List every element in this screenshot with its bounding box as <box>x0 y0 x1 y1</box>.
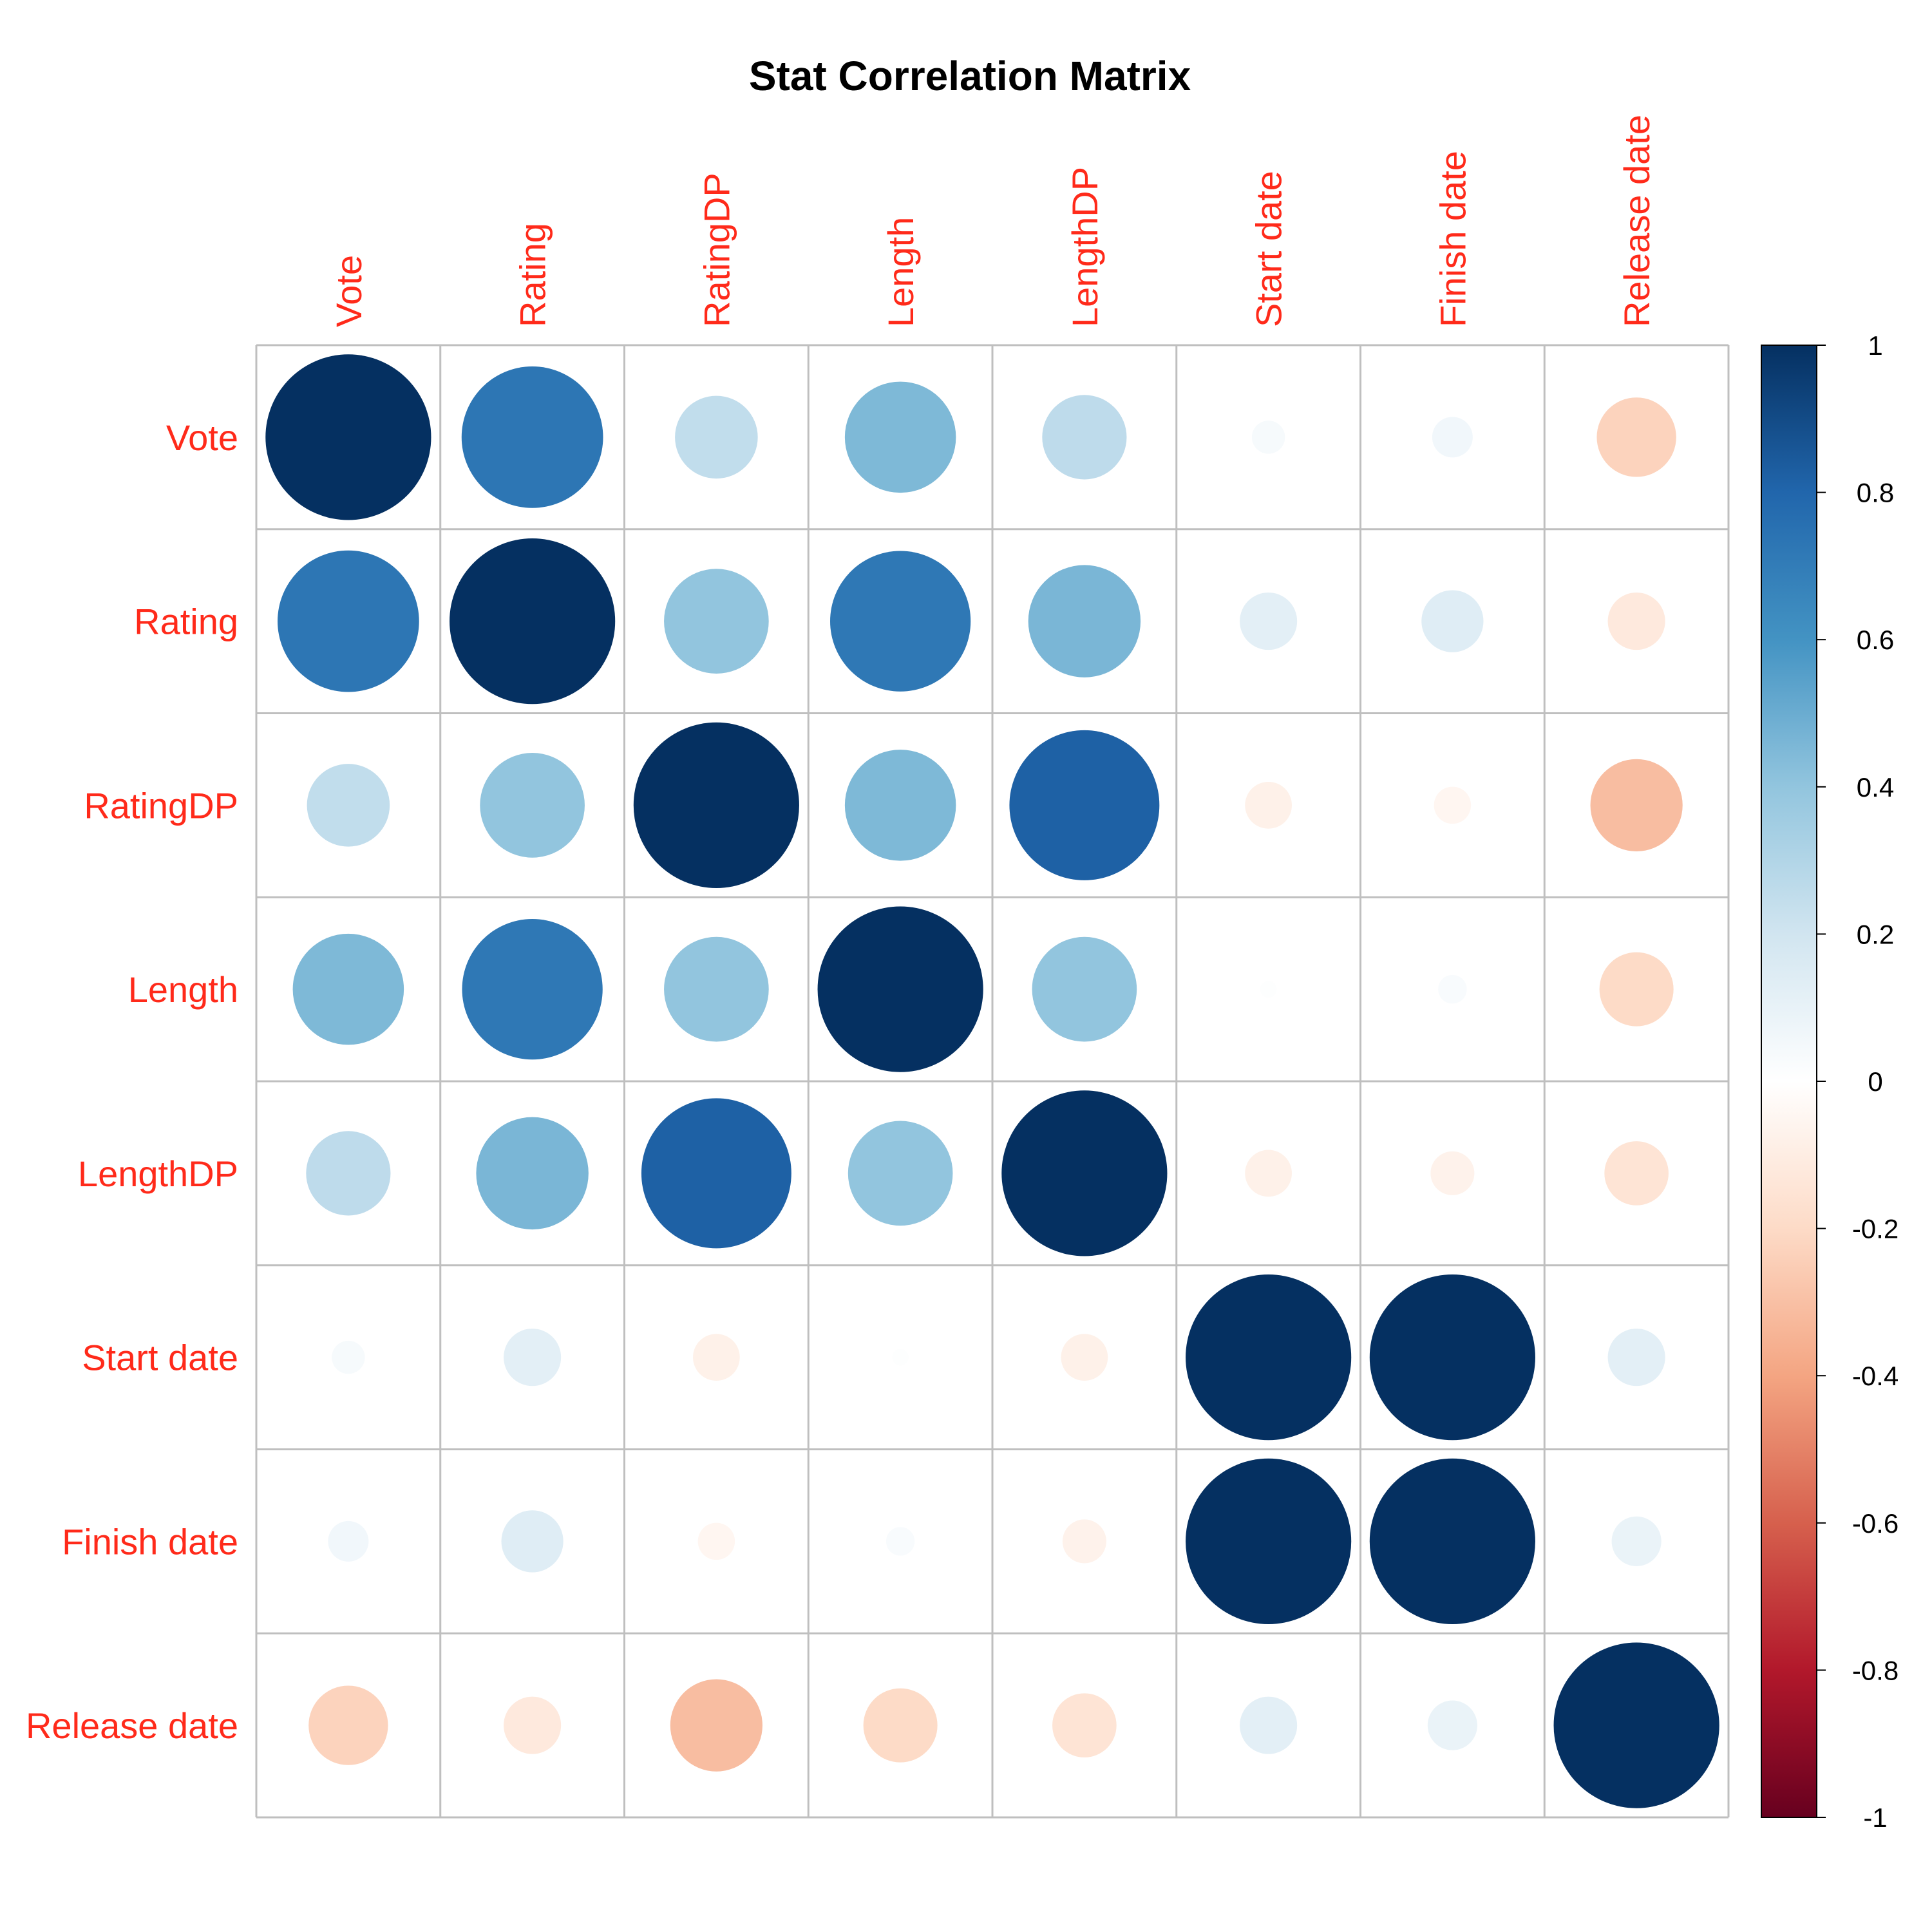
corr-circle-rating-rating <box>450 538 616 705</box>
corr-circle-finish-date-finish-date <box>1369 1458 1535 1624</box>
corr-circle-rating-finish-date <box>1421 590 1484 652</box>
corr-circle-start-date-vote <box>332 1340 365 1374</box>
color-legend-tick-label: 0.8 <box>1857 478 1894 508</box>
corr-circle-vote-start-date <box>1251 421 1285 454</box>
corr-circle-lengthdp-rating <box>476 1117 589 1230</box>
row-label-lengthdp: LengthDP <box>78 1153 238 1194</box>
correlation-matrix <box>255 344 1730 1819</box>
corr-circle-ratingdp-vote <box>307 764 390 847</box>
column-label-start-date: Start date <box>1249 171 1289 327</box>
corr-circle-rating-start-date <box>1240 592 1298 650</box>
corr-circle-rating-length <box>830 551 971 692</box>
corr-circle-release-date-length <box>863 1688 938 1763</box>
corr-circle-length-ratingdp <box>664 936 769 1042</box>
row-label-length: Length <box>128 969 238 1010</box>
column-label-finish-date: Finish date <box>1432 151 1473 327</box>
chart-title: Stat Correlation Matrix <box>749 53 1191 99</box>
corr-circle-ratingdp-finish-date <box>1434 786 1472 824</box>
corr-circle-vote-ratingdp <box>675 395 758 479</box>
corr-circle-release-date-rating <box>504 1696 562 1754</box>
color-legend-tick-label: -0.4 <box>1852 1361 1899 1391</box>
corr-circle-release-date-start-date <box>1240 1696 1298 1754</box>
row-label-finish-date: Finish date <box>62 1521 238 1562</box>
column-label-release-date: Release date <box>1616 115 1657 327</box>
corr-circle-start-date-start-date <box>1186 1274 1352 1441</box>
color-legend-bar <box>1761 345 1817 1818</box>
color-legend-tick-label: 1 <box>1868 330 1882 361</box>
corr-circle-finish-date-length <box>886 1527 915 1556</box>
color-legend-tick-label: 0 <box>1868 1066 1882 1097</box>
column-label-length: Length <box>880 217 921 327</box>
corr-circle-release-date-release-date <box>1553 1642 1719 1808</box>
corr-circle-lengthdp-ratingdp <box>641 1098 791 1249</box>
column-labels: Vote Rating RatingDP Length LengthDP Start da… <box>328 115 1657 327</box>
corr-circle-ratingdp-start-date <box>1245 782 1292 829</box>
corr-circle-rating-release-date <box>1607 592 1665 650</box>
corr-circle-finish-date-start-date <box>1186 1458 1352 1624</box>
corr-circle-finish-date-lengthdp <box>1062 1519 1106 1564</box>
corr-circle-ratingdp-ratingdp <box>633 722 799 888</box>
corr-circle-finish-date-rating <box>501 1510 564 1573</box>
color-legend-tick-label: -1 <box>1863 1803 1887 1833</box>
corr-circle-rating-vote <box>278 550 419 692</box>
corr-circle-length-vote <box>292 933 404 1045</box>
column-label-ratingdp: RatingDP <box>696 173 737 327</box>
corr-circle-rating-ratingdp <box>664 569 769 674</box>
corr-circle-finish-date-ratingdp <box>697 1522 735 1560</box>
corr-circle-vote-finish-date <box>1432 417 1473 458</box>
corr-circle-lengthdp-finish-date <box>1430 1151 1475 1195</box>
corr-circle-start-date-lengthdp <box>1061 1334 1108 1381</box>
corr-circle-finish-date-release-date <box>1611 1516 1662 1566</box>
corr-circle-length-lengthdp <box>1032 936 1137 1042</box>
column-label-vote: Vote <box>328 255 369 327</box>
color-legend-tick-label: -0.8 <box>1852 1655 1899 1685</box>
corr-circle-start-date-release-date <box>1607 1329 1665 1387</box>
row-labels: Vote Rating RatingDP Length LengthDP Start da… <box>26 417 238 1746</box>
corr-circle-length-finish-date <box>1438 974 1467 1004</box>
corr-circle-start-date-finish-date <box>1369 1274 1535 1441</box>
color-legend-tick-label: 0.2 <box>1857 919 1894 949</box>
corr-circle-start-date-length <box>892 1349 909 1366</box>
color-legend: 1 0.8 0.6 0.4 0.2 0 -0.2 -0.4 -0.6 -0.8 -1 <box>1761 330 1899 1833</box>
corr-circle-ratingdp-lengthdp <box>1009 730 1160 880</box>
corr-circle-vote-release-date <box>1596 397 1676 477</box>
corr-circle-length-start-date <box>1260 981 1277 998</box>
color-legend-tick-label: -0.6 <box>1852 1508 1899 1539</box>
corr-circle-length-length <box>817 906 983 1072</box>
corr-circle-vote-rating <box>461 366 603 508</box>
color-legend-tick-label: 0.4 <box>1857 772 1894 802</box>
corr-circle-start-date-rating <box>504 1329 562 1387</box>
color-legend-tick-label: -0.2 <box>1852 1214 1899 1244</box>
corr-circle-length-release-date <box>1599 952 1674 1027</box>
corr-circle-finish-date-vote <box>328 1520 369 1562</box>
row-label-start-date: Start date <box>82 1338 238 1378</box>
color-legend-tick-label: 0.6 <box>1857 625 1894 655</box>
corr-circle-release-date-ratingdp <box>670 1679 762 1772</box>
corr-circle-release-date-vote <box>308 1685 388 1765</box>
row-label-vote: Vote <box>166 417 238 458</box>
row-label-ratingdp: RatingDP <box>84 785 238 826</box>
corr-circle-ratingdp-rating <box>480 753 585 858</box>
corr-circle-vote-vote <box>265 354 431 520</box>
corr-circle-vote-length <box>844 381 956 493</box>
corr-circle-ratingdp-length <box>844 750 956 861</box>
corr-circle-lengthdp-release-date <box>1604 1141 1669 1206</box>
corr-circle-lengthdp-start-date <box>1245 1150 1292 1197</box>
corr-circle-release-date-lengthdp <box>1052 1693 1117 1757</box>
corr-circle-lengthdp-vote <box>306 1131 391 1216</box>
row-label-release-date: Release date <box>26 1705 238 1746</box>
column-label-rating: Rating <box>513 223 553 327</box>
corr-circle-rating-lengthdp <box>1028 565 1141 677</box>
corr-circle-ratingdp-release-date <box>1590 759 1683 851</box>
corr-circle-vote-lengthdp <box>1042 395 1127 480</box>
corr-circle-length-rating <box>462 919 603 1060</box>
corr-circle-start-date-ratingdp <box>693 1334 740 1381</box>
corr-circle-lengthdp-length <box>848 1121 953 1226</box>
column-label-lengthdp: LengthDP <box>1065 167 1105 327</box>
corr-circle-lengthdp-lengthdp <box>1001 1090 1168 1256</box>
corr-circle-release-date-finish-date <box>1427 1700 1477 1750</box>
row-label-rating: Rating <box>134 601 238 642</box>
